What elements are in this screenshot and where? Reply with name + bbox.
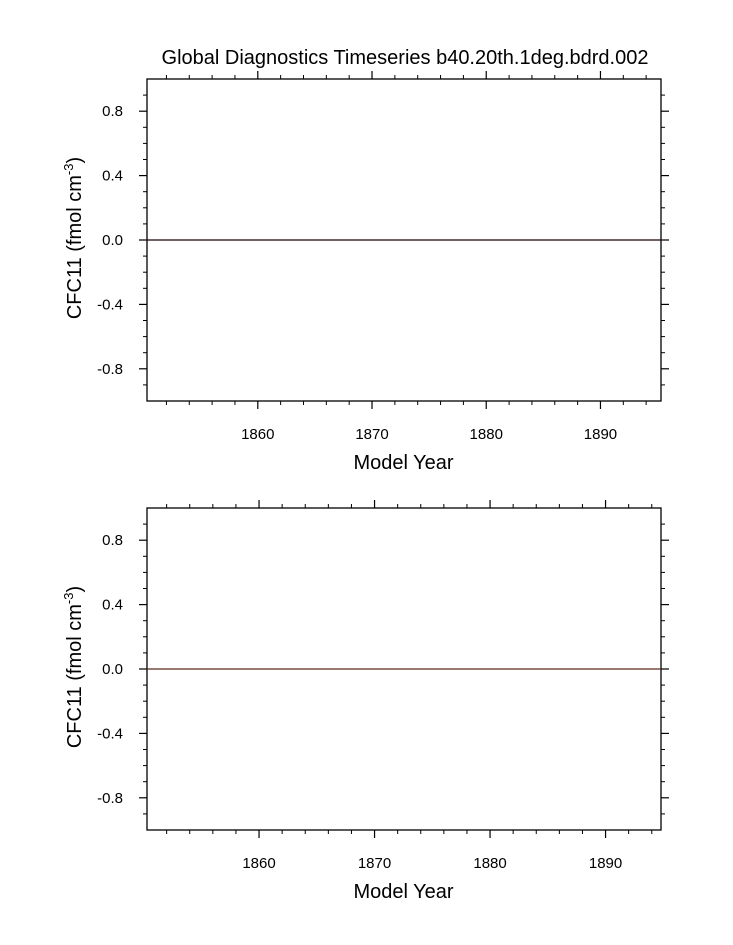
y-tick-label: -0.8: [97, 361, 123, 378]
x-tick-label: 1860: [242, 855, 275, 872]
x-tick-label: 1870: [355, 426, 388, 443]
y-tick-label: 0.8: [102, 103, 123, 120]
x-tick-label: 1890: [589, 855, 622, 872]
y-tick-label: -0.4: [97, 296, 123, 313]
y-tick-label: -0.8: [97, 790, 123, 807]
x-tick-label: 1860: [241, 426, 274, 443]
x-tick-label: 1870: [358, 855, 391, 872]
x-axis-label: Model Year: [353, 452, 453, 474]
x-tick-label: 1880: [470, 426, 503, 443]
y-tick-label: 0.0: [102, 661, 123, 678]
y-tick-label: 0.4: [102, 597, 123, 614]
chart-panel-top: 1860 1870 1880 1890 0.8 0.4 0.0 -0.4 -0.8 Model Y…: [61, 71, 669, 474]
y-tick-label: -0.4: [97, 725, 123, 742]
chart-panel-bottom: 1860 1870 1880 1890 0.8 0.4 0.0 -0.4 -0.8 Model Y…: [61, 500, 669, 903]
x-tick-label: 1890: [584, 426, 617, 443]
y-axis-label: CFC11 (fmol cm-3): [61, 586, 86, 748]
y-tick-label: 0.0: [102, 232, 123, 249]
y-tick-label: 0.4: [102, 168, 123, 185]
x-axis-label: Model Year: [353, 881, 453, 903]
y-axis-label: CFC11 (fmol cm-3): [61, 157, 86, 319]
figure-title: Global Diagnostics Timeseries b40.20th.1…: [162, 47, 649, 69]
x-tick-label: 1880: [473, 855, 506, 872]
y-tick-label: 0.8: [102, 532, 123, 549]
